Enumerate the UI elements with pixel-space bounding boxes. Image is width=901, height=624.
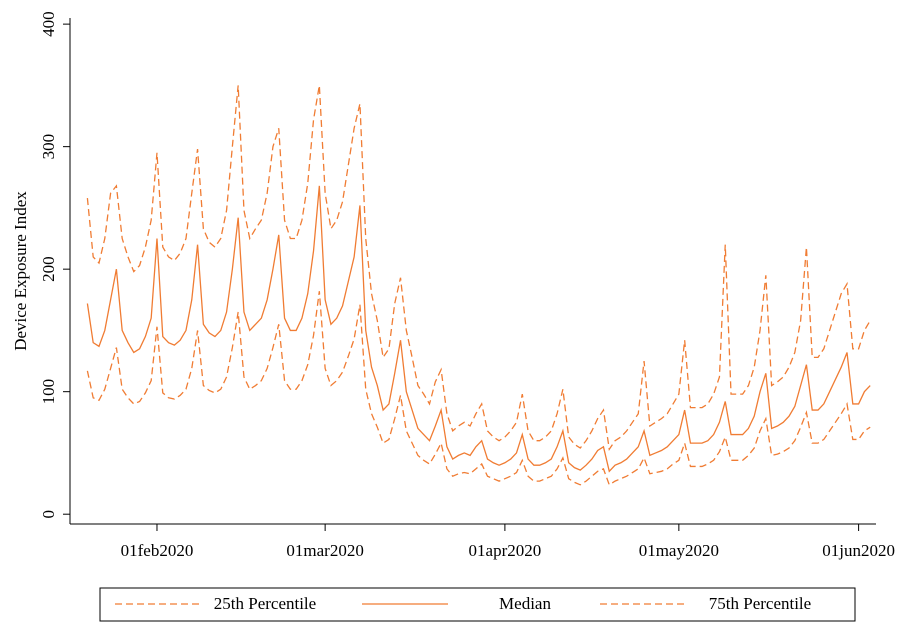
y-tick-label: 0 xyxy=(39,510,58,519)
y-tick-label: 200 xyxy=(39,256,58,282)
series-line xyxy=(86,85,871,452)
series-line xyxy=(86,185,871,473)
x-tick-label: 01may2020 xyxy=(639,541,719,560)
y-axis-label: Device Exposure Index xyxy=(11,191,30,351)
y-tick-label: 300 xyxy=(39,134,58,160)
x-tick-label: 01apr2020 xyxy=(469,541,542,560)
x-tick-label: 01feb2020 xyxy=(121,541,194,560)
legend-label: 75th Percentile xyxy=(709,594,811,613)
x-tick-label: 01jun2020 xyxy=(822,541,895,560)
y-tick-label: 100 xyxy=(39,379,58,405)
y-tick-label: 400 xyxy=(39,11,58,37)
legend-label: Median xyxy=(499,594,551,613)
x-tick-label: 01mar2020 xyxy=(286,541,363,560)
series-line xyxy=(86,291,871,486)
legend-box xyxy=(99,587,856,622)
legend-label: 25th Percentile xyxy=(214,594,316,613)
